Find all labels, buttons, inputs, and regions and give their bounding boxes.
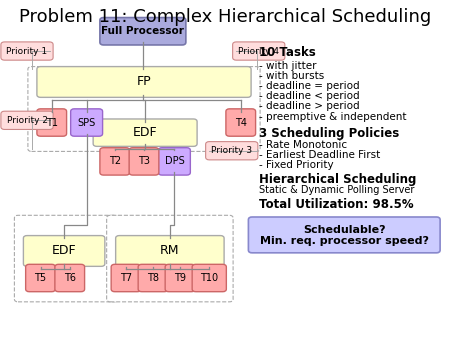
FancyBboxPatch shape xyxy=(100,148,130,175)
Text: T2: T2 xyxy=(109,156,121,166)
Text: - deadline = period: - deadline = period xyxy=(259,81,360,91)
FancyBboxPatch shape xyxy=(55,264,85,292)
Text: DPS: DPS xyxy=(165,156,184,166)
FancyBboxPatch shape xyxy=(129,148,159,175)
Text: Priority 3: Priority 3 xyxy=(211,146,252,155)
FancyBboxPatch shape xyxy=(111,264,141,292)
FancyBboxPatch shape xyxy=(93,119,197,146)
Text: 3 Scheduling Policies: 3 Scheduling Policies xyxy=(259,127,399,140)
Text: T9: T9 xyxy=(174,273,186,283)
FancyBboxPatch shape xyxy=(28,67,260,151)
FancyBboxPatch shape xyxy=(23,236,105,266)
Text: T8: T8 xyxy=(147,273,159,283)
FancyBboxPatch shape xyxy=(206,142,258,160)
FancyBboxPatch shape xyxy=(158,148,190,175)
Text: EDF: EDF xyxy=(52,244,76,258)
Text: Priority 2: Priority 2 xyxy=(6,116,48,125)
Text: Min. req. processor speed?: Min. req. processor speed? xyxy=(260,236,429,246)
Text: Priority 1: Priority 1 xyxy=(6,47,48,55)
FancyBboxPatch shape xyxy=(138,264,168,292)
Text: T6: T6 xyxy=(64,273,76,283)
Text: - Rate Monotonic: - Rate Monotonic xyxy=(259,140,347,150)
Text: Priority 4: Priority 4 xyxy=(238,47,279,55)
Text: Total Utilization: 98.5%: Total Utilization: 98.5% xyxy=(259,198,414,211)
FancyBboxPatch shape xyxy=(100,18,186,45)
Text: - with jitter: - with jitter xyxy=(259,61,316,71)
Text: T3: T3 xyxy=(138,156,150,166)
Text: - deadline > period: - deadline > period xyxy=(259,101,360,112)
Text: - deadline < period: - deadline < period xyxy=(259,91,360,101)
Text: Schedulable?: Schedulable? xyxy=(303,225,386,235)
Text: Hierarchical Scheduling: Hierarchical Scheduling xyxy=(259,173,416,186)
FancyBboxPatch shape xyxy=(26,264,55,292)
Text: T10: T10 xyxy=(200,273,218,283)
Text: T1: T1 xyxy=(46,118,58,127)
Text: RM: RM xyxy=(160,244,180,258)
Text: SPS: SPS xyxy=(77,118,96,127)
FancyBboxPatch shape xyxy=(233,42,285,60)
Text: - with bursts: - with bursts xyxy=(259,71,324,81)
Text: T7: T7 xyxy=(120,273,132,283)
FancyBboxPatch shape xyxy=(226,109,256,136)
FancyBboxPatch shape xyxy=(37,67,251,97)
FancyBboxPatch shape xyxy=(248,217,440,253)
Text: - Earliest Deadline First: - Earliest Deadline First xyxy=(259,150,380,160)
FancyBboxPatch shape xyxy=(1,111,53,129)
FancyBboxPatch shape xyxy=(1,42,53,60)
Text: 10 Tasks: 10 Tasks xyxy=(259,46,315,59)
Text: EDF: EDF xyxy=(133,126,158,139)
Text: - preemptive & independent: - preemptive & independent xyxy=(259,112,406,122)
Text: T4: T4 xyxy=(235,118,247,127)
Text: Static & Dynamic Polling Server: Static & Dynamic Polling Server xyxy=(259,185,414,195)
FancyBboxPatch shape xyxy=(14,215,118,302)
Text: - Fixed Priority: - Fixed Priority xyxy=(259,160,333,170)
Text: FP: FP xyxy=(137,75,151,89)
Text: Full Processor: Full Processor xyxy=(101,26,184,36)
Text: Problem 11: Complex Hierarchical Scheduling: Problem 11: Complex Hierarchical Schedul… xyxy=(19,8,431,26)
FancyBboxPatch shape xyxy=(37,109,67,136)
FancyBboxPatch shape xyxy=(165,264,195,292)
FancyBboxPatch shape xyxy=(107,215,233,302)
FancyBboxPatch shape xyxy=(192,264,226,292)
FancyBboxPatch shape xyxy=(71,109,103,136)
FancyBboxPatch shape xyxy=(116,236,224,266)
Text: T5: T5 xyxy=(35,273,46,283)
